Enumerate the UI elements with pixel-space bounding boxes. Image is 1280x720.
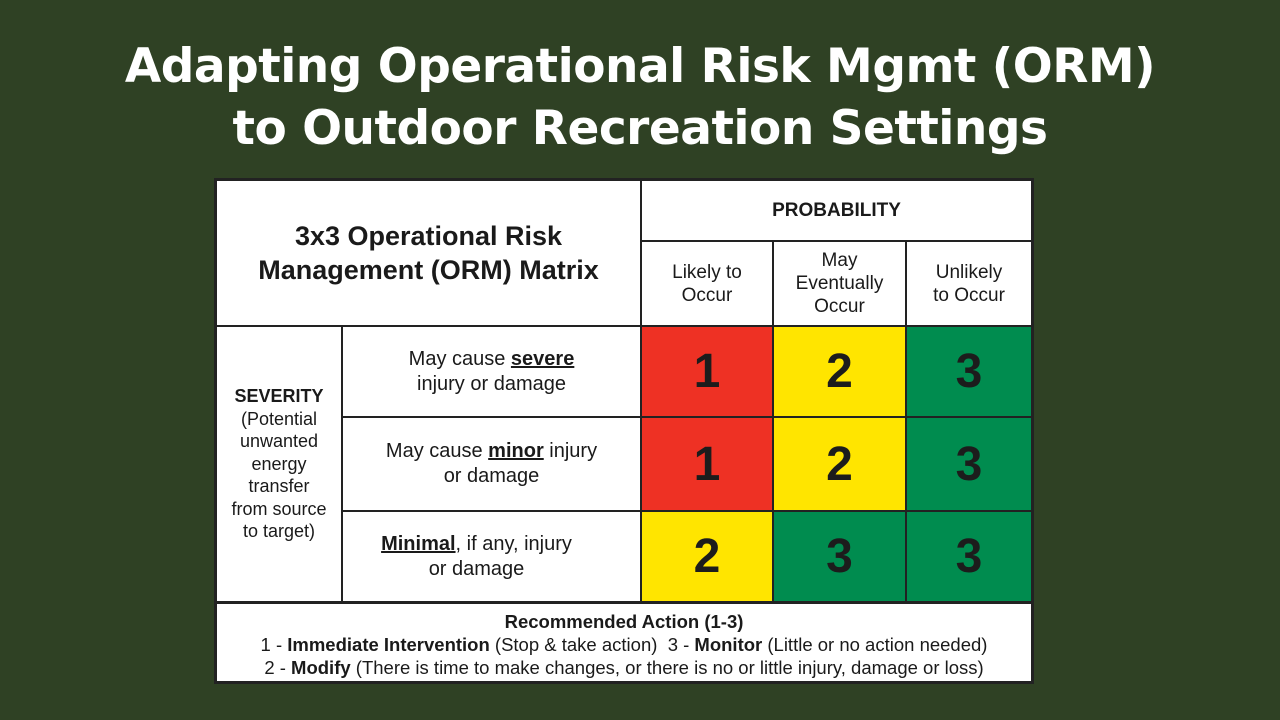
probability-header: PROBABILITY [642, 181, 1031, 242]
row-label-severe: May cause severe injury or damage [343, 327, 642, 418]
legend-action-1: Immediate Intervention [287, 634, 490, 655]
severity-text: transfer [248, 476, 310, 497]
legend-line-1: 1 - Immediate Intervention (Stop & take … [217, 633, 1031, 656]
slide-title: Adapting Operational Risk Mgmt (ORM) to … [0, 36, 1280, 160]
severity-text: unwanted [239, 431, 319, 452]
risk-cell: 3 [907, 512, 1031, 601]
severity-text: (Potential [240, 408, 318, 429]
title-line-1: Adapting Operational Risk Mgmt (ORM) [124, 39, 1156, 94]
legend-text: (Stop & take action) [489, 634, 668, 655]
severity-text: from source [231, 498, 327, 519]
legend-text: (Little or no action needed) [762, 634, 988, 655]
row-label-minimal: Minimal, if any, injury or damage [343, 512, 642, 601]
row-text: May cause [385, 440, 489, 462]
legend-text: 1 - [260, 634, 288, 655]
col-text: Likely to [672, 261, 742, 283]
severity-heading: SEVERITY [234, 386, 324, 407]
row-text: injury or damage [417, 372, 566, 395]
matrix-heading: 3x3 Operational Risk Management (ORM) Ma… [217, 181, 642, 327]
row-text: or damage [428, 557, 525, 580]
col-text: to Occur [933, 284, 1005, 306]
risk-cell: 3 [907, 418, 1031, 512]
legend-title: Recommended Action (1-3) [504, 611, 744, 632]
risk-cell: 1 [642, 327, 774, 418]
row-emphasis: severe [510, 347, 575, 370]
row-text: , if any, injury [455, 532, 572, 555]
legend-text: (There is time to make changes, or there… [350, 657, 984, 678]
risk-cell: 2 [774, 327, 907, 418]
row-text: or damage [443, 465, 540, 487]
column-header-unlikely: Unlikely to Occur [907, 242, 1031, 327]
risk-cell: 3 [774, 512, 907, 601]
row-emphasis: minor [488, 440, 544, 462]
title-line-2: to Outdoor Recreation Settings [232, 101, 1048, 156]
matrix-heading-line-1: 3x3 Operational Risk [294, 221, 563, 251]
recommended-action-legend: Recommended Action (1-3) 1 - Immediate I… [217, 601, 1031, 681]
risk-cell: 3 [907, 327, 1031, 418]
legend-line-2: 2 - Modify (There is time to make change… [217, 656, 1031, 679]
column-header-may-eventually: May Eventually Occur [774, 242, 907, 327]
col-text: Occur [681, 284, 733, 306]
row-label-minor: May cause minor injury or damage [343, 418, 642, 512]
matrix-heading-line-2: Management (ORM) Matrix [258, 255, 599, 285]
col-text: Eventually [795, 273, 884, 294]
severity-text: to target) [242, 521, 316, 542]
severity-label: SEVERITY (Potential unwanted energy tran… [217, 327, 343, 601]
risk-cell: 1 [642, 418, 774, 512]
column-header-likely: Likely to Occur [642, 242, 774, 327]
row-text: injury [543, 440, 598, 462]
col-text: Unlikely [935, 261, 1003, 283]
row-text: May cause [408, 347, 511, 370]
row-emphasis: Minimal [381, 532, 456, 555]
legend-action-2: Modify [291, 657, 351, 678]
legend-text: 3 - [667, 634, 695, 655]
legend-text: 2 - [264, 657, 292, 678]
col-text: Occur [814, 296, 865, 317]
severity-text: energy [251, 453, 307, 474]
orm-matrix: 3x3 Operational Risk Management (ORM) Ma… [214, 178, 1034, 684]
legend-action-3: Monitor [694, 634, 763, 655]
risk-cell: 2 [642, 512, 774, 601]
risk-cell: 2 [774, 418, 907, 512]
col-text: May [821, 250, 858, 271]
